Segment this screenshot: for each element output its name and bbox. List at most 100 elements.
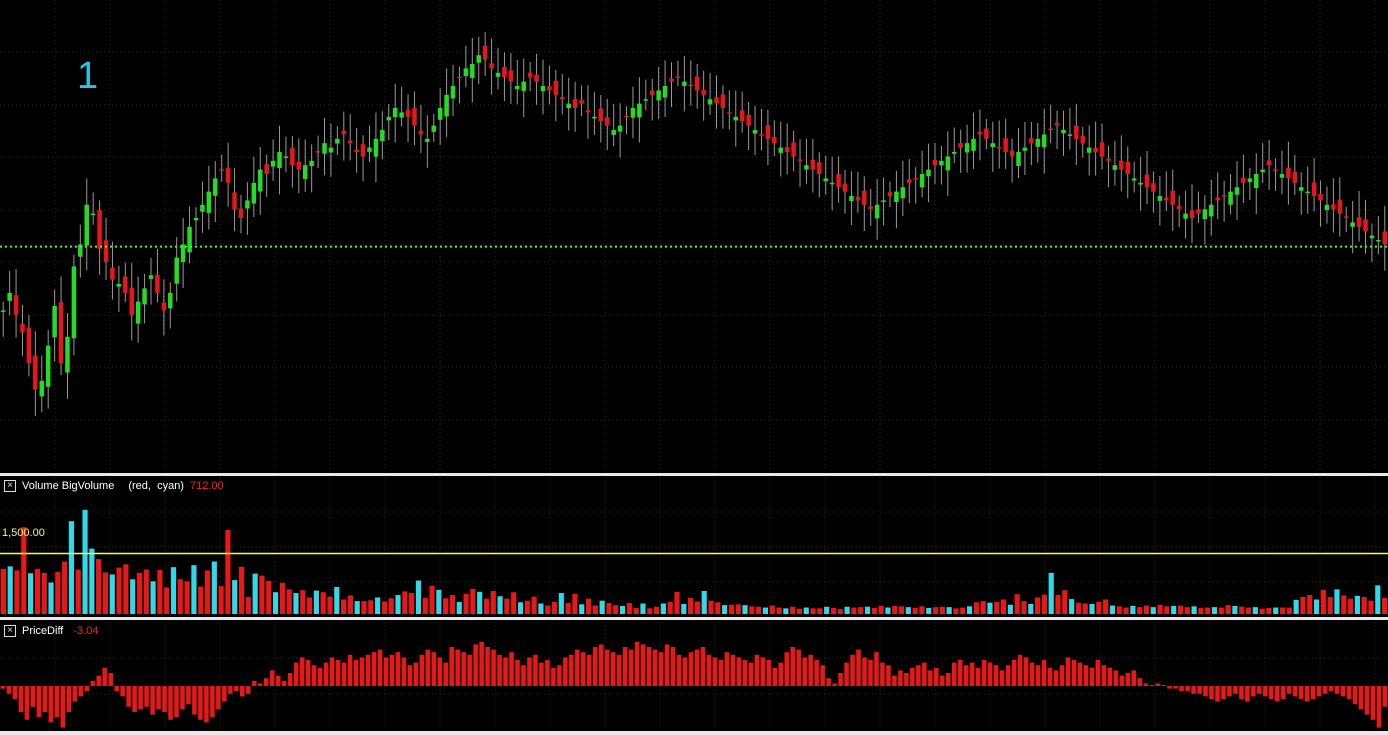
pricediff-bar <box>228 686 233 694</box>
pricediff-chart[interactable] <box>0 622 1388 730</box>
volume-bar <box>606 603 612 614</box>
candle-body <box>1022 147 1028 151</box>
chart-number-label: 1 <box>77 55 99 97</box>
candle-body <box>437 108 443 120</box>
pricediff-bar <box>676 654 682 686</box>
volume-bar <box>170 567 177 614</box>
volume-bar <box>851 607 857 614</box>
candle-body <box>605 117 610 126</box>
pricediff-bar <box>198 686 203 720</box>
candle-body <box>624 115 629 118</box>
pricediff-bar <box>341 662 347 686</box>
pricediff-bar <box>880 662 885 686</box>
volume-bar <box>1191 606 1197 614</box>
pricediff-bar <box>246 686 251 694</box>
candle-body <box>958 143 963 148</box>
volume-bar <box>1014 594 1020 614</box>
pricediff-bar <box>1077 662 1083 686</box>
volume-bar <box>619 605 626 614</box>
candle-body <box>1189 210 1195 218</box>
pricediff-bar <box>892 675 897 686</box>
pricediff-bar <box>784 652 790 686</box>
pricediff-bar <box>425 649 431 686</box>
volume-pane[interactable]: × Volume BigVolume (red, cyan) 712.00 1,… <box>0 477 1388 617</box>
candle-body <box>386 116 392 121</box>
candle-body <box>881 200 886 202</box>
volume-bar <box>592 605 598 614</box>
pricediff-bar <box>240 686 245 697</box>
price-chart[interactable] <box>0 0 1388 472</box>
pricediff-bar <box>443 662 448 686</box>
candle-body <box>1164 197 1169 201</box>
volume-bar <box>28 573 34 614</box>
volume-bar <box>1211 607 1218 614</box>
volume-bar <box>368 600 374 614</box>
candle-body <box>662 86 668 98</box>
volume-bar <box>1205 607 1211 614</box>
close-icon[interactable]: × <box>4 625 16 637</box>
volume-bar <box>871 607 877 614</box>
pricediff-bar <box>24 686 30 720</box>
volume-bar <box>919 606 925 614</box>
candle-body <box>1292 171 1298 183</box>
volume-bar <box>293 593 299 614</box>
pricediff-bar <box>485 647 490 686</box>
pricediff-bar <box>329 657 335 686</box>
pricediff-bar <box>96 675 101 686</box>
pricediff-bar <box>646 647 652 686</box>
candle-body <box>431 125 436 132</box>
price-chart-pane[interactable]: 1 <box>0 0 1388 472</box>
close-icon[interactable]: × <box>4 480 16 492</box>
volume-bar <box>1375 585 1381 614</box>
volume-bar <box>1239 606 1245 614</box>
volume-bar <box>1096 601 1102 614</box>
pricediff-bar <box>898 670 903 686</box>
volume-bar <box>776 607 782 614</box>
pricediff-bar <box>1119 675 1125 686</box>
candle-body <box>142 288 147 305</box>
candle-body <box>1041 134 1047 148</box>
volume-bar <box>381 601 388 614</box>
candle-body <box>123 276 128 293</box>
pricediff-bar <box>437 657 443 686</box>
volume-bar <box>225 530 231 614</box>
candle-body <box>296 161 302 170</box>
pricediff-bar <box>305 660 311 686</box>
candle-body <box>52 306 57 338</box>
pricediff-bar <box>1292 686 1298 697</box>
pane-divider[interactable] <box>0 617 1388 620</box>
pricediff-bar <box>323 662 329 686</box>
volume-bar <box>905 607 911 614</box>
candle-body <box>739 110 745 122</box>
pricediff-pane[interactable]: × PriceDiff -3.04 <box>0 622 1388 730</box>
pricediff-bar <box>700 647 706 686</box>
grid-lines <box>0 477 1388 617</box>
pricediff-bar <box>1161 685 1166 686</box>
pricediff-bar <box>1269 686 1274 699</box>
candle-body <box>977 131 983 135</box>
volume-bar <box>68 521 75 614</box>
pricediff-bar <box>467 654 472 686</box>
volume-bar <box>429 585 435 614</box>
candle-body <box>669 78 674 82</box>
candle-body <box>527 72 533 78</box>
volume-chart[interactable] <box>0 477 1388 617</box>
volume-bar <box>347 595 353 614</box>
candle-body <box>746 114 751 126</box>
volume-bar <box>402 591 408 614</box>
volume-bar <box>640 603 646 614</box>
pane-divider[interactable] <box>0 473 1388 476</box>
volume-bar <box>55 572 61 614</box>
volume-bar <box>313 590 319 614</box>
candle-body <box>1279 174 1285 178</box>
volume-bar <box>279 582 285 614</box>
pricediff-bar <box>1352 686 1358 705</box>
pricediff-bar <box>156 686 161 710</box>
candle-body <box>399 112 404 118</box>
volume-bar <box>715 602 721 614</box>
candle-body <box>772 136 777 144</box>
candle-body <box>566 103 571 109</box>
candle-body <box>258 169 263 192</box>
candle-body <box>643 99 649 101</box>
volume-bar <box>0 568 6 614</box>
